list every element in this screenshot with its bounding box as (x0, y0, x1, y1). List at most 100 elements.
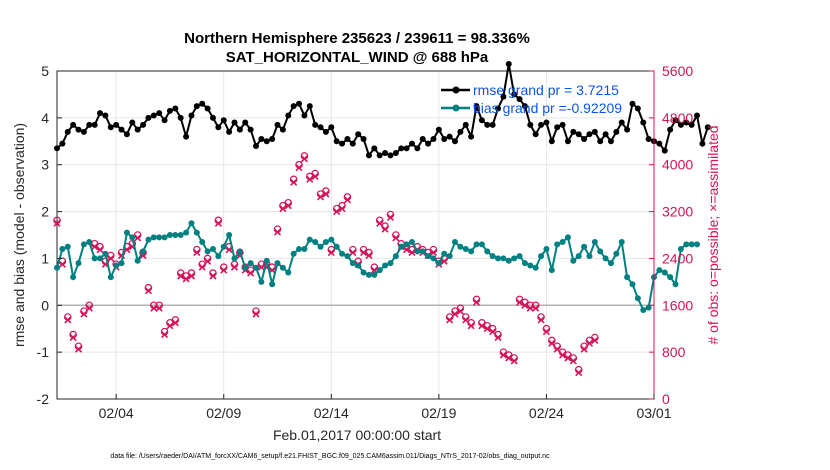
bias-marker (564, 234, 571, 241)
bias-marker (597, 248, 604, 255)
obs-assimilated-marker (462, 316, 470, 324)
bias-marker (645, 304, 652, 311)
y-tick-label: 5 (41, 63, 49, 79)
bias-marker (59, 246, 66, 253)
obs-assimilated-marker (446, 316, 454, 324)
x-tick-label: 02/14 (314, 405, 349, 421)
bias-marker (634, 295, 641, 302)
bias-marker (161, 234, 168, 241)
obs-assimilated-marker (300, 155, 308, 163)
y-tick-label: -2 (37, 391, 50, 407)
rmse-marker (247, 126, 254, 133)
rmse-marker (209, 114, 216, 121)
rmse-marker (672, 117, 679, 124)
obs-assimilated-marker (220, 266, 228, 274)
rmse-marker (242, 119, 249, 126)
bias-marker (64, 243, 71, 250)
bias-marker (177, 232, 184, 238)
x-axis: 02/04 02/09 02/14 02/19 02/24 03/01 (99, 394, 672, 421)
bias-marker (183, 229, 190, 236)
obs-assimilated-marker (521, 301, 529, 309)
bias-marker (613, 250, 620, 257)
bias-marker (80, 241, 87, 248)
bias-marker (91, 255, 98, 262)
rmse-marker (231, 119, 238, 126)
obs-assimilated-marker (198, 263, 206, 271)
bias-marker (607, 260, 614, 267)
bias-marker (473, 241, 480, 248)
y2-tick-label: 1600 (662, 297, 693, 313)
obs-assimilated-marker (311, 172, 319, 180)
x-tick-label: 02/09 (206, 405, 241, 421)
rmse-marker (419, 135, 426, 142)
obs-assimilated-marker (580, 345, 588, 353)
rmse-marker (484, 121, 491, 128)
bias-marker (677, 246, 684, 253)
obs-assimilated-marker (204, 257, 212, 265)
legend-rmse-label: rmse grand pr = 3.7215 (473, 82, 619, 98)
rmse-marker (704, 124, 711, 131)
bias-marker (446, 253, 453, 260)
rmse-marker (91, 121, 98, 128)
rmse-marker (64, 128, 71, 135)
bias-marker (107, 274, 114, 281)
rmse-marker (408, 140, 415, 147)
bias-marker (462, 246, 469, 253)
rmse-marker (70, 121, 77, 128)
bias-marker (204, 248, 211, 255)
rmse-marker (183, 133, 190, 140)
bias-marker (591, 239, 598, 246)
rmse-marker (107, 124, 114, 131)
rmse-marker (140, 121, 147, 128)
rmse-marker (516, 96, 523, 103)
rmse-marker (290, 103, 297, 110)
bias-marker (344, 253, 351, 260)
rmse-marker (102, 112, 109, 119)
bias-marker (672, 281, 679, 288)
obs-assimilated-marker (177, 272, 185, 280)
rmse-marker (500, 93, 507, 100)
rmse-marker (521, 103, 528, 110)
obs-assimilated-marker (478, 322, 486, 330)
bias-marker (118, 260, 125, 267)
obs-assimilated-marker (290, 178, 298, 186)
obs-assimilated-marker (306, 175, 314, 183)
obs-assimilated-marker (53, 219, 61, 227)
bias-series (54, 220, 701, 313)
rmse-marker (177, 114, 184, 121)
rmse-marker (150, 112, 157, 119)
obs-assimilated-marker (96, 246, 104, 254)
rmse-marker (118, 126, 125, 133)
legend-bias-marker (452, 104, 460, 112)
rmse-marker (365, 152, 372, 159)
rmse-marker (532, 131, 539, 138)
bias-marker (355, 262, 362, 269)
rmse-marker (317, 124, 324, 131)
bias-marker (269, 281, 276, 288)
x-tick-label: 02/04 (99, 405, 134, 421)
bias-marker (209, 246, 216, 253)
obs-assimilated-marker (80, 310, 88, 318)
rmse-marker (505, 60, 512, 67)
rmse-marker (452, 138, 458, 145)
bias-marker (279, 264, 286, 271)
bias-marker (532, 264, 539, 271)
rmse-marker (457, 128, 464, 135)
bias-marker (97, 255, 104, 262)
obs-assimilated-marker (69, 333, 77, 342)
bias-marker (322, 239, 329, 246)
bias-marker (140, 248, 147, 255)
x-tick-label: 02/24 (529, 405, 564, 421)
obs-assimilated-marker (322, 190, 330, 198)
bias-marker (365, 271, 372, 278)
obs-assimilated-marker (150, 304, 158, 312)
rmse-marker (156, 110, 163, 117)
bias-marker (145, 236, 152, 243)
rmse-marker (269, 135, 276, 142)
bias-marker (683, 241, 690, 248)
bias-marker (296, 246, 303, 253)
rmse-marker (618, 119, 625, 126)
obs-assimilated-marker (542, 328, 550, 336)
bias-marker (570, 257, 577, 264)
rmse-marker (360, 135, 367, 142)
